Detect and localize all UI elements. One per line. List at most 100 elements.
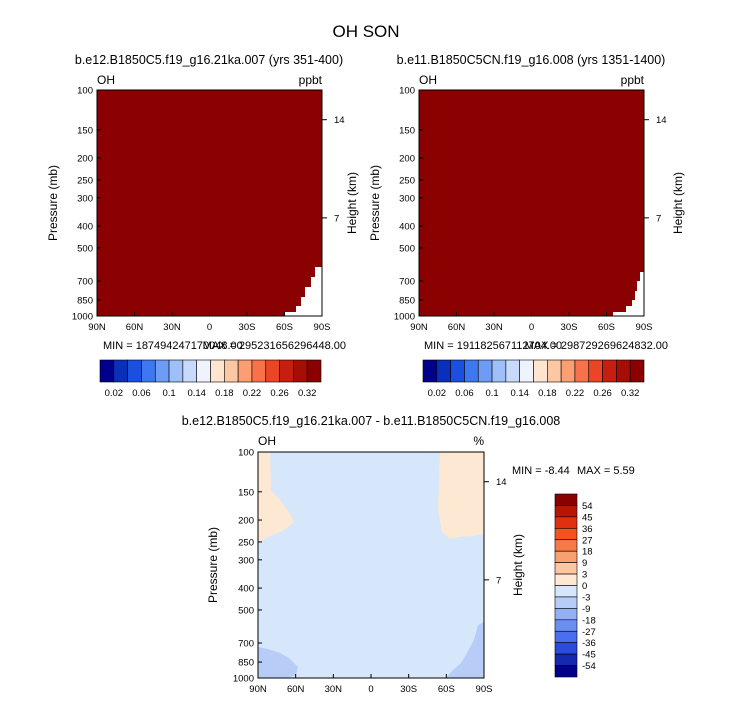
colorbar-diff-label: 36 [582,524,593,535]
colorbar-diff-swatch [554,608,578,621]
colorbar-2-label: 0.02 [428,388,447,399]
colorbar-1-swatch [306,359,322,383]
panel-2-max: MAX = 298729269624832.00 [525,340,668,352]
colorbar-diff-swatch [554,562,578,575]
panel-diff-y-tick-label: 150 [238,487,254,498]
colorbar-2-swatch [533,359,548,383]
panel-diff-y2label: Height (km) [511,534,525,596]
colorbar-diff-label: 18 [582,547,593,558]
colorbar-diff-label: -36 [582,638,596,649]
panel-1-y-tick-label: 500 [77,243,93,254]
colorbar-1-swatch [251,359,267,383]
colorbar-1-swatch [237,359,253,383]
panel-1-x-tick-label: 60N [126,322,144,333]
colorbar-2-swatch [519,359,534,383]
panel-1-y2-axis: 14 7 [322,115,345,224]
panel-1-title: b.e12.B1850C5.f19_g16.21ka.007 (yrs 351-… [75,53,343,67]
colorbar-diff-label: 45 [582,512,593,523]
colorbar-diff-swatch [554,539,578,552]
panel-2-x-tick-label: 90S [636,322,653,333]
panel-diff-x-tick-label: 90S [476,684,493,695]
panel-2-x-tick-label: 60N [448,322,466,333]
panel-diff-y-tick-label: 700 [238,638,254,649]
colorbar-diff-swatch [554,585,578,598]
colorbar-1-swatch [293,359,308,383]
panel-1-x-tick-label: 90S [314,322,331,333]
colorbar-diff-label: -45 [582,650,596,661]
panel-1-y2-tick-label: 7 [334,213,339,224]
panel-2-title: b.e11.B1850C5CN.f19_g16.008 (yrs 1351-14… [397,53,666,67]
colorbar-1-swatch [265,359,280,383]
panel-1-y-tick-label: 100 [77,86,93,97]
panel-1-y-axis: 100 150 200 250 300 400 500 700 850 1000 [72,86,101,323]
panel-2-left-string: OH [419,73,437,87]
panel-1-y-tick-label: 150 [77,125,93,136]
colorbar-1-swatch [168,359,184,383]
panel-2-x-tick-label: 90N [410,322,428,333]
colorbar-2-swatch [547,359,562,383]
panel-diff-y2-tick-label: 7 [496,575,501,586]
colorbar-diff-swatch [554,493,578,506]
colorbar-2-label: 0.06 [455,388,474,399]
panel-diff-y-tick-label: 300 [238,555,254,566]
colorbar-1-label: 0.02 [105,388,124,399]
panel-2-oh-field [419,90,644,316]
panel-2-ylabel: Pressure (mb) [368,165,382,241]
panel-diff-max: MAX = 5.59 [577,465,635,477]
colorbar-diff-label: 0 [582,581,587,592]
colorbar-2-swatch [464,359,479,383]
panel-2-y-tick-label: 200 [399,154,415,165]
panel-diff-y-tick-label: 100 [238,448,254,459]
colorbar-2-label: 0.26 [593,388,612,399]
panel-1-y-tick-label: 850 [77,296,93,307]
colorbar-diff-swatch [554,573,578,586]
panel-diff-y-tick-label: 200 [238,516,254,527]
panel-diff-positive-region-south [438,452,484,539]
colorbar-diff-swatch [554,505,578,518]
colorbar-1-label: 0.22 [243,388,262,399]
panel-2-x-tick-label: 30N [485,322,503,333]
colorbar-1-label: 0.1 [162,388,175,399]
colorbar-diff-label: 54 [582,501,593,512]
colorbar-2: 0.02 0.06 0.1 0.14 0.18 0.22 0.26 0.32 [422,359,645,399]
colorbar-diff-label: -54 [582,661,596,672]
panel-2-y-tick-label: 250 [399,175,415,186]
panel-2-x-tick-label: 60S [598,322,615,333]
panel-diff-y-tick-label: 850 [238,658,254,669]
panel-2-y2-tick-label: 14 [656,115,667,126]
panel-1: b.e12.B1850C5.f19_g16.21ka.007 (yrs 351-… [46,53,359,352]
colorbar-1-swatch [196,359,211,383]
colorbar-diff-label: -27 [582,627,596,638]
panel-diff-ylabel: Pressure (mb) [206,527,220,603]
colorbar-diff-swatch [554,619,578,632]
panel-2-y-tick-label: 850 [399,296,415,307]
panel-1-x-tick-label: 30S [239,322,256,333]
colorbar-1-label: 0.18 [215,388,234,399]
panel-1-y-tick-label: 200 [77,154,93,165]
panel-diff-right-string: % [473,434,484,448]
panel-1-x-tick-label: 30N [163,322,181,333]
colorbar-2-swatch [588,359,603,383]
panel-diff-y-tick-label: 400 [238,584,254,595]
colorbar-diff-label: 27 [582,535,593,546]
panel-diff-y2-axis: 14 7 [484,477,507,586]
panel-diff-x-tick-label: 60N [287,684,305,695]
panel-1-y-tick-label: 250 [77,175,93,186]
colorbar-diff-swatch [554,596,578,609]
panel-diff-positive-region-north [258,452,294,543]
colorbar-2-swatch [505,359,520,383]
colorbar-diff-label: -18 [582,615,596,626]
colorbar-2-swatch [560,359,576,383]
panel-1-x-tick-label: 60S [276,322,293,333]
colorbar-2-swatch [477,359,493,383]
colorbar-1-swatch [127,359,142,383]
panel-2-x-axis: 90N 60N 30N 0 30S 60S 90S [410,312,652,333]
colorbar-1-swatch [99,359,115,383]
colorbar-diff-swatch [554,528,578,541]
colorbar-2-swatch [491,359,507,383]
colorbar-1-swatch [113,359,128,383]
colorbar-1-label: 0.26 [270,388,289,399]
colorbar-diff-label: 3 [582,570,587,581]
colorbar-1-label: 0.06 [132,388,151,399]
